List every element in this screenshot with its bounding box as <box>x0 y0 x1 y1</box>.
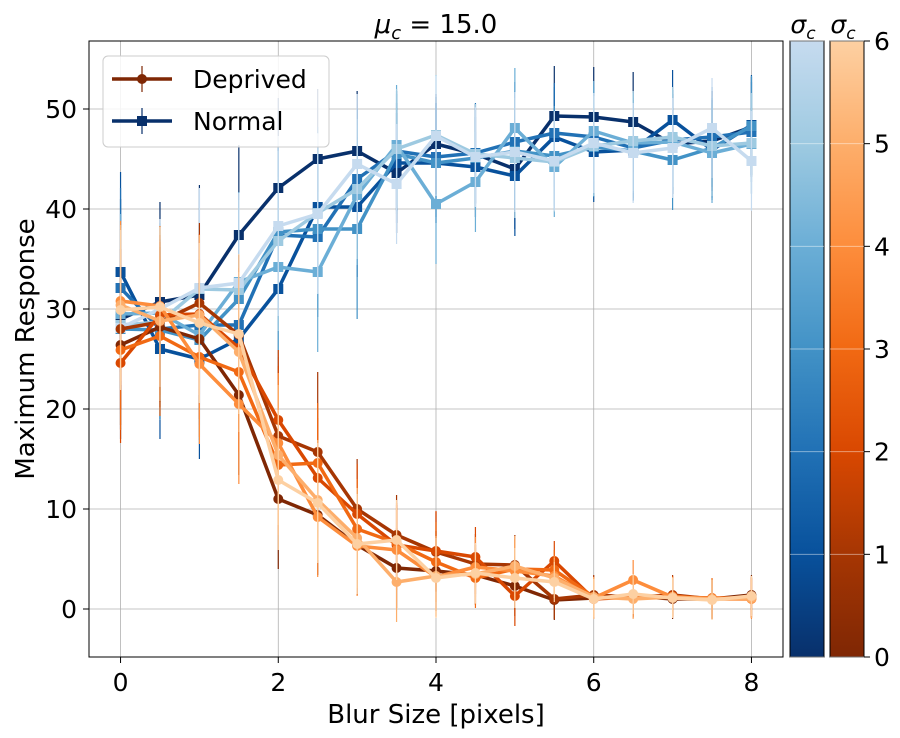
data-point <box>746 156 757 166</box>
data-point <box>470 152 481 162</box>
data-point <box>431 573 441 583</box>
x-tick-label: 4 <box>428 668 444 697</box>
y-tick-label: 40 <box>45 195 77 224</box>
y-tick-label: 20 <box>45 395 77 424</box>
data-point <box>628 148 639 158</box>
data-point <box>115 305 126 315</box>
y-tick-label: 0 <box>61 595 77 624</box>
colorbar-tick-label: 6 <box>874 27 890 56</box>
data-point <box>628 589 639 599</box>
data-point <box>154 302 165 312</box>
colorbar-label: σc <box>790 10 816 44</box>
data-point <box>707 123 718 133</box>
x-tick-label: 6 <box>586 668 602 697</box>
colorbar-tick-label: 1 <box>874 540 890 569</box>
data-point <box>431 131 441 141</box>
data-point <box>233 329 244 339</box>
data-point <box>588 138 599 148</box>
x-tick-label: 0 <box>113 668 129 697</box>
y-axis-label: Maximum Response <box>11 218 41 479</box>
colorbar-1 <box>789 40 825 658</box>
x-tick-label: 8 <box>744 668 760 697</box>
series-group <box>115 66 757 626</box>
legend: Deprived Normal <box>102 55 330 148</box>
series-deprived-sigma-6 <box>115 227 757 620</box>
data-point <box>312 209 323 219</box>
data-point <box>707 595 718 605</box>
data-point <box>746 591 757 601</box>
title-sub: c <box>391 23 401 44</box>
data-point <box>470 568 481 578</box>
colorbar-tick-label: 2 <box>874 438 890 467</box>
title-mu: μ <box>374 10 392 40</box>
data-point <box>194 318 205 328</box>
legend-label: Normal <box>193 107 283 136</box>
data-point <box>549 156 560 166</box>
data-point <box>588 594 599 604</box>
colorbar-label: σc <box>830 10 856 44</box>
colorbar-tick-label: 3 <box>874 335 890 364</box>
data-point <box>509 147 520 157</box>
colorbars: σc σc 0 1 2 3 4 5 6 <box>789 10 890 672</box>
data-point <box>352 539 363 549</box>
colorbar-2 <box>829 40 865 658</box>
data-point <box>391 577 402 587</box>
data-point <box>509 573 520 583</box>
data-point <box>667 143 678 153</box>
data-point <box>391 179 402 189</box>
data-point <box>391 535 402 545</box>
chart-title: μc = 15.0 <box>374 10 498 44</box>
data-point <box>273 221 284 231</box>
legend-marker <box>137 116 147 126</box>
data-point <box>549 577 560 587</box>
axis-ticks: 0 2 4 6 8 0 10 20 30 40 50 <box>45 95 759 697</box>
y-tick-label: 50 <box>45 95 77 124</box>
x-axis-label: Blur Size [pixels] <box>327 700 545 730</box>
colorbar-tick-label: 5 <box>874 130 890 159</box>
data-point <box>667 593 678 603</box>
data-point <box>273 475 284 485</box>
data-point <box>352 159 363 169</box>
legend-marker <box>137 74 147 84</box>
title-value: = 15.0 <box>401 10 497 40</box>
x-tick-label: 2 <box>270 668 286 697</box>
y-tick-label: 10 <box>45 495 77 524</box>
data-point <box>431 199 441 209</box>
legend-label: Deprived <box>193 65 307 94</box>
y-tick-label: 30 <box>45 295 77 324</box>
data-point <box>312 498 323 508</box>
colorbar-tick-label: 0 <box>874 643 890 672</box>
colorbar-tick-label: 4 <box>874 232 890 261</box>
